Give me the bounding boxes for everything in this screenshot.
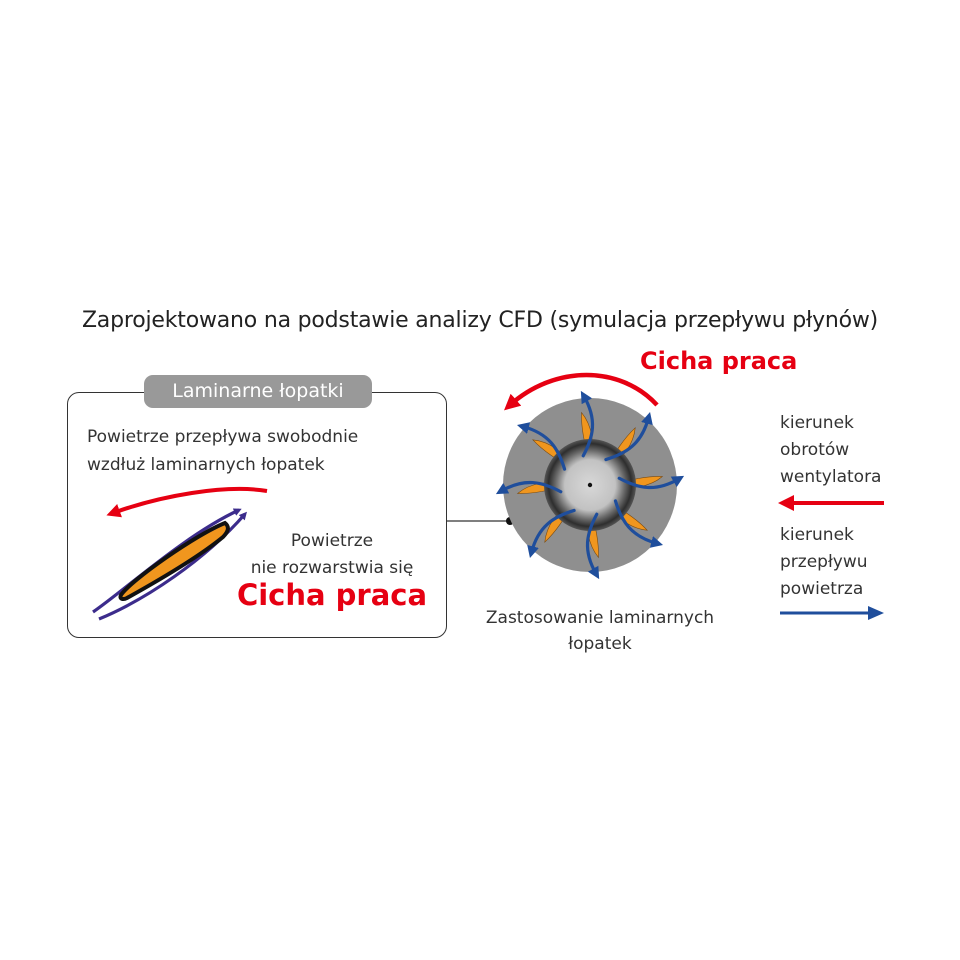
airflow-note-line-2: nie rozwarstwia się	[250, 558, 414, 578]
airflow-lower-arrow-icon	[98, 511, 247, 621]
legend-flow-line-2: przepływu	[780, 552, 868, 572]
panel-description: Powietrze przepływa swobodnie wzdłuż lam…	[87, 423, 358, 479]
airflow-arrow-icon	[585, 512, 600, 580]
fan-airflow-arrows	[495, 390, 685, 580]
fan-caption: Zastosowanie laminarnych łopatek	[470, 605, 730, 657]
airflow-arrow-icon	[580, 390, 595, 458]
airflow-arrow-icon	[604, 411, 653, 462]
legend-rotation-line-2: obrotów	[780, 440, 850, 460]
panel-description-line-2: wzdłuż laminarnych łopatek	[87, 455, 325, 475]
airflow-note-line-1: Powietrze	[290, 531, 374, 551]
airflow-arrow-icon	[527, 508, 576, 559]
fan-caption-line-2: łopatek	[568, 634, 632, 654]
legend-flow-line-1: kierunek	[780, 525, 854, 545]
legend-rotation-line-3: wentylatora	[780, 467, 882, 487]
airflow-arrow-icon	[516, 422, 567, 471]
legend-rotation-line-1: kierunek	[780, 413, 854, 433]
airflow-note: Powietrze nie rozwarstwia się	[232, 528, 432, 582]
legend-red-arrow-icon	[778, 495, 884, 511]
legend-flow-label: kierunek przepływu powietrza	[780, 522, 868, 603]
panel-tab-label: Laminarne łopatki	[144, 375, 372, 408]
fan-illustration	[495, 372, 685, 580]
airflow-arrow-icon	[613, 499, 664, 548]
airflow-arrow-icon	[495, 480, 563, 495]
legend-flow-line-3: powietrza	[780, 579, 864, 599]
panel-description-line-1: Powietrze przepływa swobodnie	[87, 427, 359, 447]
fan-caption-line-1: Zastosowanie laminarnych	[485, 608, 715, 628]
quiet-operation-label-fan: Cicha praca	[640, 347, 798, 375]
legend-blue-arrow-icon	[780, 606, 884, 620]
laminar-blade-illustration	[92, 487, 268, 621]
fan-rotation-arrow-icon	[504, 372, 659, 411]
rotation-arrow-icon	[106, 487, 268, 518]
airflow-arrow-icon	[617, 475, 685, 490]
fan-axle-icon	[587, 482, 593, 488]
blade-profile-icon	[118, 520, 230, 601]
legend-rotation-label: kierunek obrotów wentylatora	[780, 410, 881, 491]
page-title: Zaprojektowano na podstawie analizy CFD …	[81, 308, 879, 333]
quiet-operation-label-panel: Cicha praca	[236, 578, 428, 612]
